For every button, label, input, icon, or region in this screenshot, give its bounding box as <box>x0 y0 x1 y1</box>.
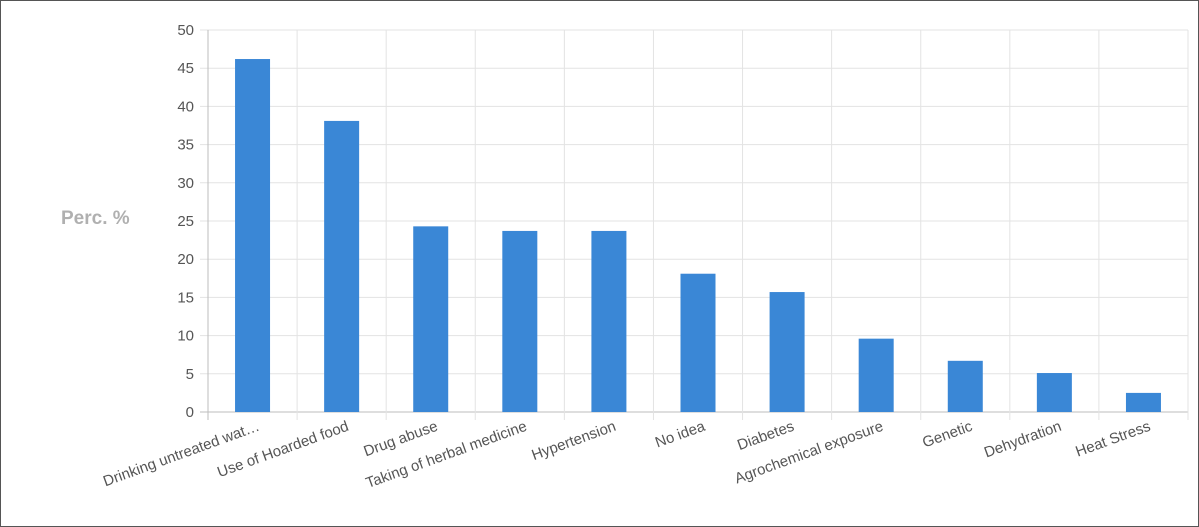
bar-9[interactable] <box>1036 373 1072 412</box>
x-axis-labels: Drinking untreated wat…Use of Hoarded fo… <box>101 418 1153 492</box>
y-tick-label: 0 <box>186 404 194 421</box>
y-tick-label: 45 <box>177 60 194 77</box>
y-tick-label: 15 <box>177 289 194 306</box>
y-tick-label: 20 <box>177 251 194 268</box>
y-axis-label: Perc. % <box>61 208 130 229</box>
x-tick-label: Heat Stress <box>1073 418 1152 461</box>
y-tick-label: 5 <box>186 366 194 383</box>
y-axis-ticks: 0 5 10 15 20 25 30 35 40 45 50 <box>177 22 194 421</box>
bar-1[interactable] <box>324 120 360 412</box>
bar-6[interactable] <box>769 292 805 412</box>
y-tick-label: 50 <box>177 22 194 39</box>
x-tick-label: Dehydration <box>982 418 1064 462</box>
x-tick-label: Genetic <box>920 418 975 452</box>
x-tick-label: Diabetes <box>735 418 796 454</box>
bar-7[interactable] <box>858 338 894 412</box>
bar-0[interactable] <box>235 59 271 412</box>
x-tick-label: Drinking untreated wat… <box>101 418 262 490</box>
bar-8[interactable] <box>947 360 983 412</box>
x-tick-label: No idea <box>653 418 708 452</box>
y-tick-label: 25 <box>177 213 194 230</box>
grid-lines <box>200 29 1189 420</box>
x-tick-label: Agrochemical exposure <box>732 418 885 488</box>
bar-2[interactable] <box>413 226 449 412</box>
bars <box>235 59 1161 412</box>
y-tick-label: 10 <box>177 328 194 345</box>
bar-10[interactable] <box>1125 392 1161 412</box>
bar-4[interactable] <box>591 230 627 412</box>
y-tick-label: 35 <box>177 137 194 154</box>
x-tick-label: Hypertension <box>529 418 618 464</box>
y-tick-label: 40 <box>177 98 194 115</box>
bar-3[interactable] <box>502 230 538 412</box>
x-tick-label: Taking of herbal medicine <box>364 418 530 492</box>
y-tick-label: 30 <box>177 175 194 192</box>
bar-5[interactable] <box>680 273 716 412</box>
